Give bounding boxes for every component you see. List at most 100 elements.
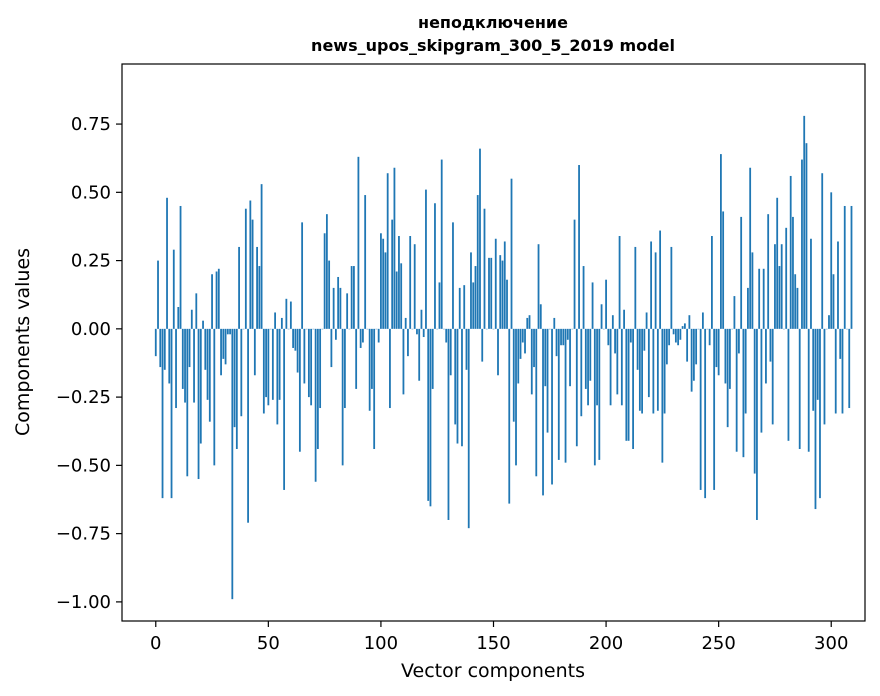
bar bbox=[474, 266, 477, 329]
y-tick-label: −0.75 bbox=[56, 524, 111, 545]
bar bbox=[553, 317, 556, 329]
bar bbox=[765, 328, 767, 384]
bar bbox=[490, 257, 493, 329]
bar bbox=[470, 252, 472, 329]
bar bbox=[533, 328, 535, 368]
bar bbox=[337, 276, 340, 329]
bar bbox=[699, 328, 702, 490]
bar bbox=[362, 328, 364, 343]
bar bbox=[220, 328, 222, 376]
bar bbox=[341, 328, 344, 466]
bar bbox=[762, 268, 765, 329]
bar bbox=[202, 320, 204, 329]
bar bbox=[456, 328, 459, 444]
bar bbox=[584, 328, 587, 389]
bar bbox=[233, 328, 236, 428]
bar bbox=[776, 197, 779, 329]
bar bbox=[449, 328, 452, 376]
bar bbox=[566, 328, 569, 340]
bar bbox=[400, 263, 403, 329]
bar bbox=[623, 309, 625, 329]
bar bbox=[848, 328, 851, 409]
bar bbox=[796, 287, 799, 329]
bar bbox=[792, 216, 794, 329]
y-tick-label: 0.50 bbox=[71, 182, 111, 203]
bar bbox=[503, 241, 506, 329]
bar bbox=[751, 252, 754, 329]
bar bbox=[715, 328, 718, 368]
bar bbox=[717, 328, 720, 376]
bar bbox=[636, 328, 639, 370]
bar bbox=[283, 328, 286, 490]
bar bbox=[377, 328, 380, 343]
bar bbox=[193, 328, 195, 403]
bar bbox=[213, 328, 216, 466]
bar bbox=[515, 328, 517, 466]
bar bbox=[330, 328, 333, 368]
bar bbox=[154, 328, 157, 357]
bar bbox=[573, 219, 576, 329]
bar bbox=[271, 328, 274, 400]
bar bbox=[208, 328, 211, 422]
bar bbox=[551, 328, 553, 485]
bar bbox=[157, 260, 159, 329]
bar bbox=[285, 298, 288, 329]
bar bbox=[828, 315, 830, 329]
bar bbox=[771, 328, 774, 425]
bar bbox=[467, 328, 470, 529]
x-tick-label: 0 bbox=[150, 633, 161, 654]
x-axis: 0 50 100 150 200 250 300 bbox=[150, 621, 848, 654]
bar bbox=[404, 317, 407, 329]
bar bbox=[355, 328, 358, 389]
bar bbox=[582, 266, 585, 329]
bar bbox=[240, 328, 243, 417]
bar bbox=[738, 328, 740, 354]
bar bbox=[575, 328, 578, 447]
bar bbox=[512, 328, 515, 422]
bars-group bbox=[154, 115, 853, 600]
y-tick-label: 0.75 bbox=[71, 114, 111, 135]
bar bbox=[634, 246, 637, 329]
bar bbox=[805, 143, 808, 329]
y-axis: −1.00 −0.75 −0.50 −0.25 0.00 0.25 0.50 0.75 bbox=[56, 114, 122, 613]
bar bbox=[445, 328, 448, 343]
bar bbox=[249, 200, 252, 329]
bar bbox=[229, 328, 231, 335]
bar bbox=[695, 328, 698, 365]
bar bbox=[674, 328, 677, 343]
bar bbox=[722, 211, 725, 329]
bar bbox=[589, 328, 592, 381]
bar bbox=[325, 214, 328, 329]
bar bbox=[294, 328, 297, 351]
bar bbox=[452, 222, 454, 329]
bar bbox=[307, 328, 310, 398]
bar bbox=[170, 328, 173, 499]
bar bbox=[186, 328, 189, 477]
bar bbox=[494, 238, 497, 329]
bar bbox=[611, 315, 614, 329]
bar bbox=[758, 268, 761, 329]
bar bbox=[600, 304, 603, 329]
bar bbox=[641, 328, 643, 414]
bar bbox=[569, 328, 571, 387]
bar bbox=[812, 328, 815, 411]
bar bbox=[407, 328, 409, 357]
bar bbox=[726, 328, 729, 428]
bar bbox=[364, 195, 367, 329]
bar bbox=[544, 328, 547, 387]
bar bbox=[798, 328, 801, 449]
bar bbox=[166, 197, 168, 329]
bar bbox=[461, 328, 463, 447]
bar bbox=[605, 279, 607, 329]
bar bbox=[168, 328, 171, 384]
bar bbox=[382, 238, 385, 329]
x-tick-label: 200 bbox=[589, 633, 623, 654]
bar bbox=[530, 328, 533, 395]
bar bbox=[560, 328, 562, 346]
bar bbox=[625, 328, 628, 441]
bar bbox=[422, 328, 425, 338]
bar bbox=[810, 238, 812, 329]
bar bbox=[188, 328, 191, 368]
bar bbox=[656, 328, 659, 411]
